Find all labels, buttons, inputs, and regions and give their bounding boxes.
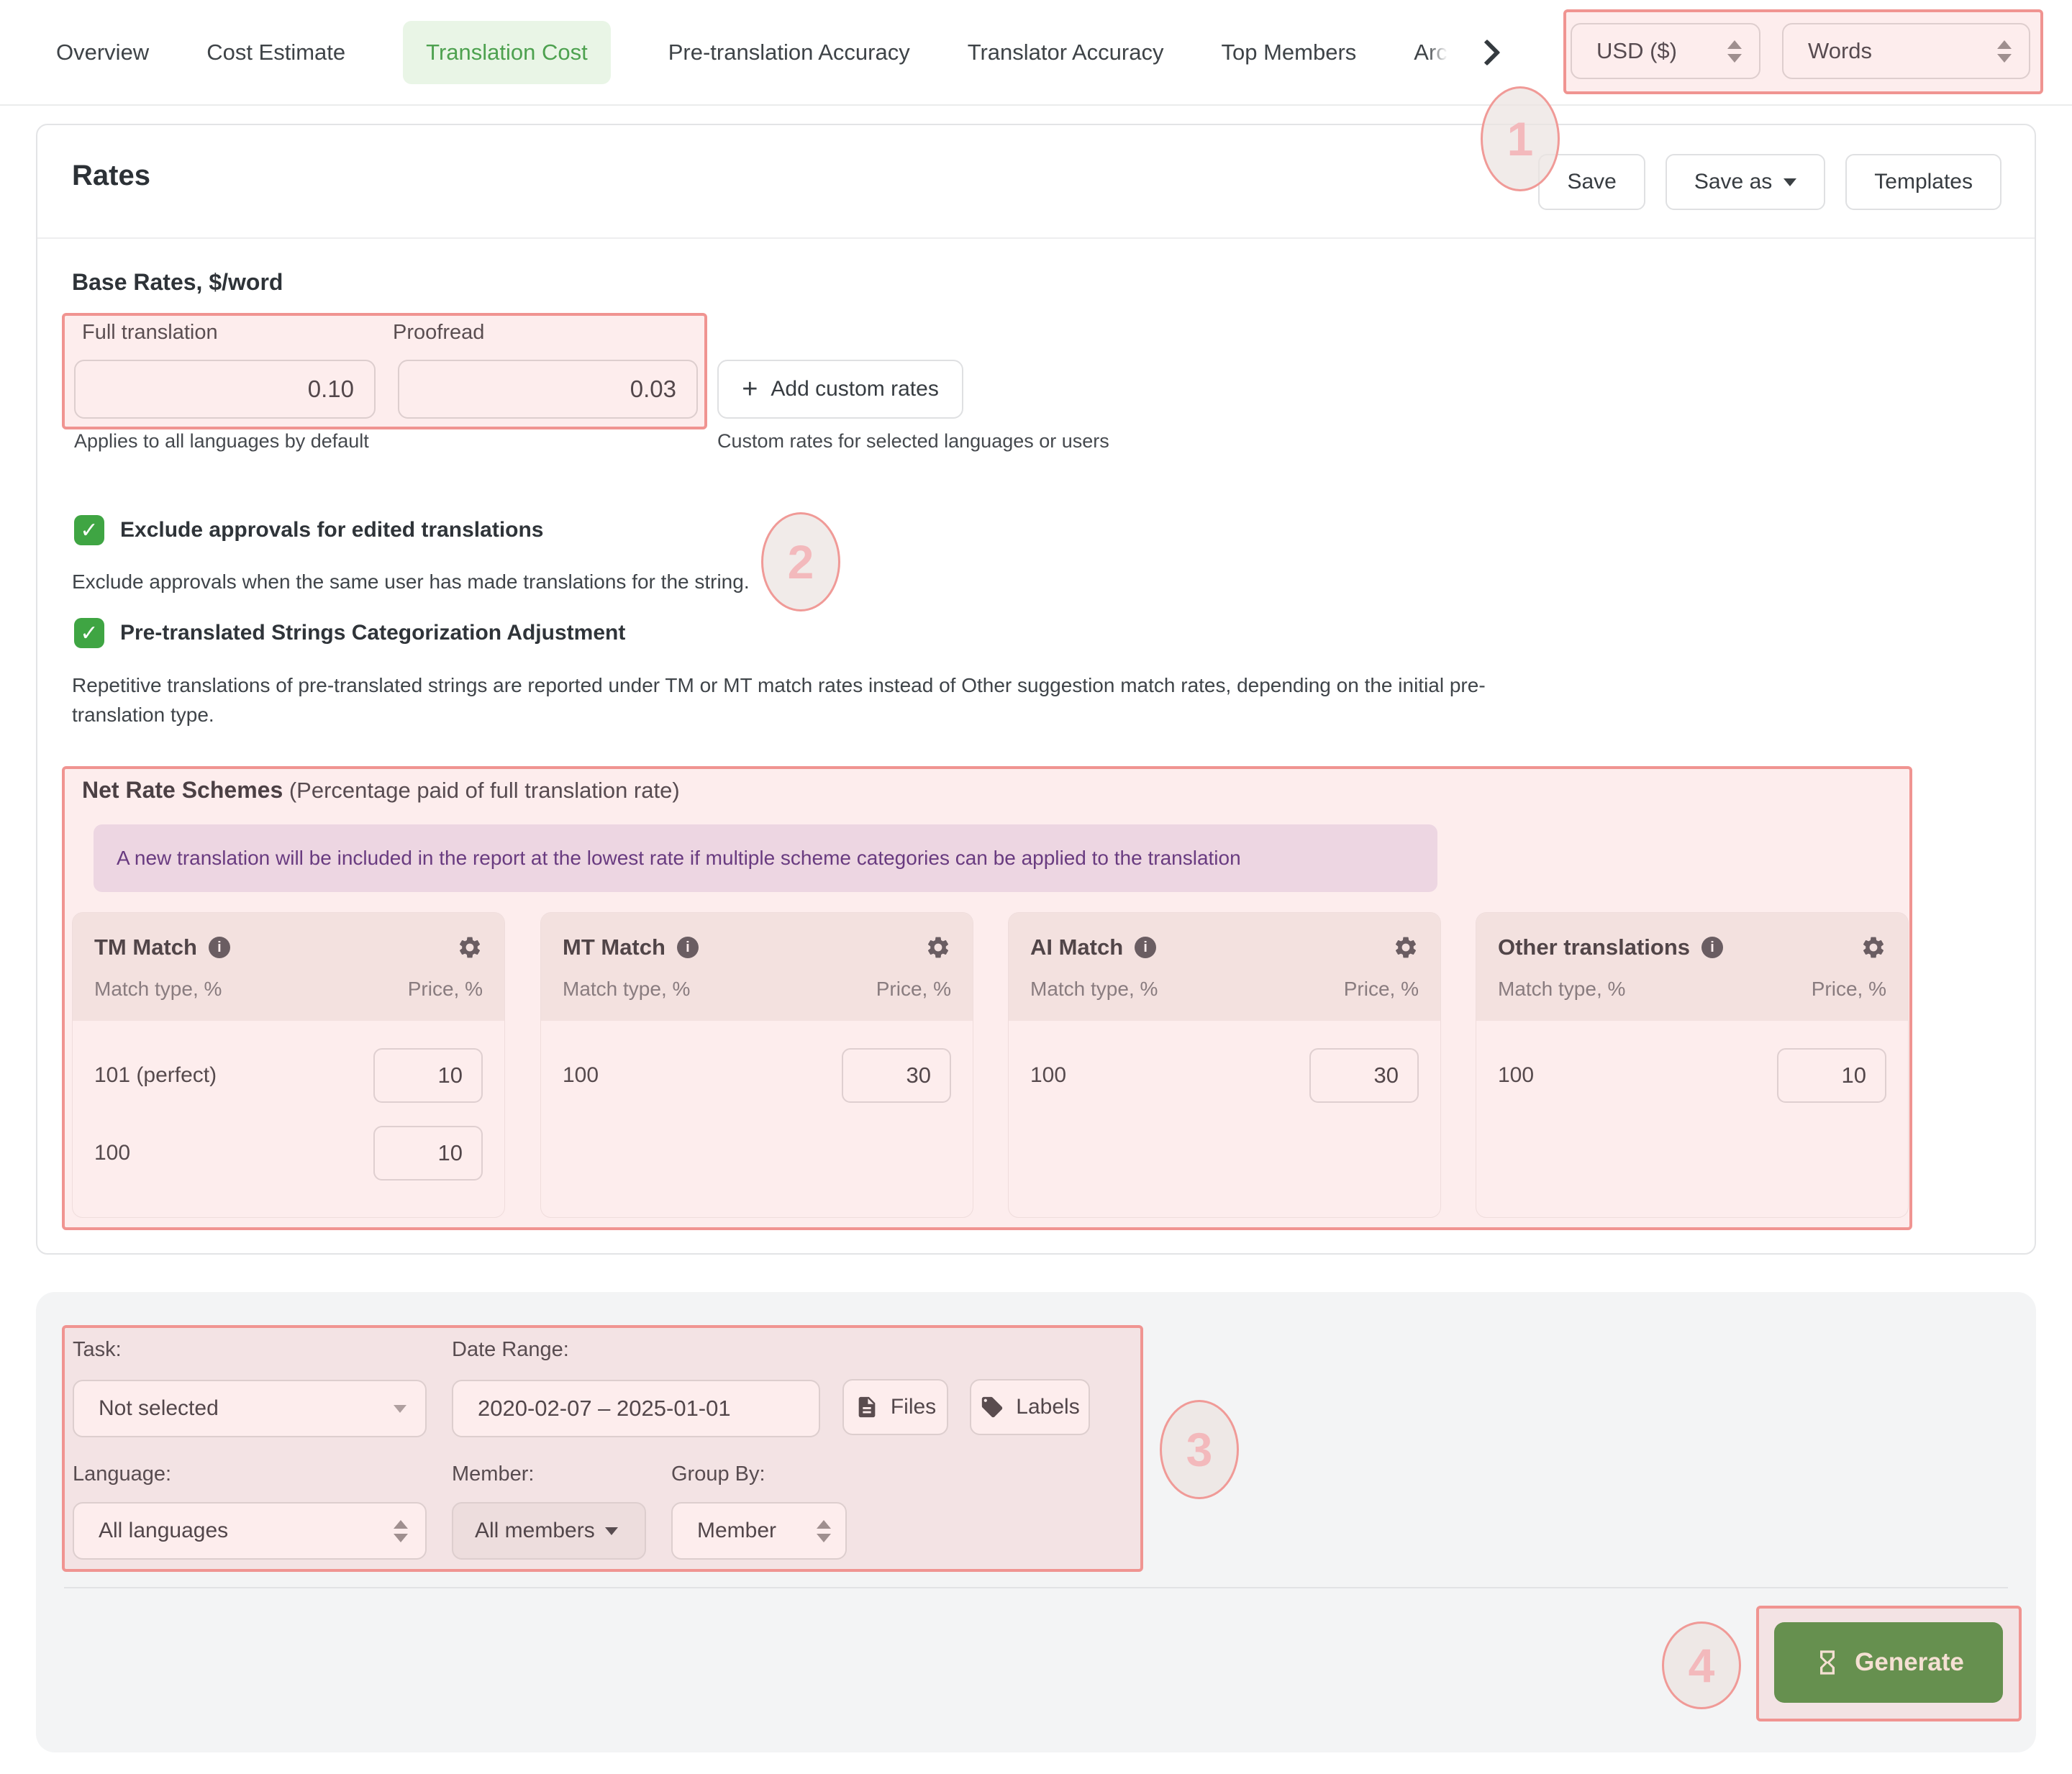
price-input[interactable]: 10 bbox=[1777, 1048, 1886, 1103]
rates-header-buttons: Save Save as Templates bbox=[1538, 154, 2001, 210]
other-translations-card: Other translations i Match type, % Price… bbox=[1476, 913, 1908, 1217]
sort-arrows-icon bbox=[394, 1519, 408, 1542]
other-translations-title: Other translations bbox=[1498, 934, 1690, 960]
tab-top-members[interactable]: Top Members bbox=[1221, 39, 1357, 65]
pretranslated-adjustment-description: Repetitive translations of pre-translate… bbox=[72, 674, 1486, 726]
tm-match-card: TM Match i Match type, % Price, % 101 (p… bbox=[73, 913, 504, 1217]
exclude-approvals-label: Exclude approvals for edited translation… bbox=[120, 518, 544, 542]
mt-match-title: MT Match bbox=[563, 934, 665, 960]
custom-rates-helper: Custom rates for selected languages or u… bbox=[717, 430, 1109, 452]
tab-archive-truncated[interactable]: Arc bbox=[1414, 39, 1448, 65]
match-type-column-header: Match type, % bbox=[94, 978, 222, 1000]
sort-arrows-icon bbox=[1727, 40, 1742, 63]
card-divider bbox=[37, 237, 2035, 239]
tab-translator-accuracy[interactable]: Translator Accuracy bbox=[967, 39, 1164, 65]
proofread-rate-input[interactable]: 0.03 bbox=[398, 360, 698, 419]
panel-divider bbox=[64, 1587, 2008, 1588]
unit-select-value: Words bbox=[1808, 38, 1873, 63]
tab-overview[interactable]: Overview bbox=[56, 39, 150, 65]
report-tab-bar: Overview Cost Estimate Translation Cost … bbox=[0, 0, 2072, 106]
price-column-header: Price, % bbox=[407, 978, 483, 1000]
rates-title: Rates bbox=[72, 160, 150, 191]
files-button[interactable]: Files bbox=[842, 1379, 948, 1435]
add-custom-rates-button[interactable]: + Add custom rates bbox=[717, 360, 963, 419]
task-label: Task: bbox=[73, 1338, 122, 1361]
checkbox-checked-icon[interactable]: ✓ bbox=[74, 515, 104, 545]
language-select[interactable]: All languages bbox=[73, 1502, 427, 1560]
task-select[interactable]: Not selected bbox=[73, 1380, 427, 1437]
proofread-label: Proofread bbox=[393, 321, 485, 344]
info-icon[interactable]: i bbox=[1135, 937, 1157, 958]
language-label: Language: bbox=[73, 1463, 172, 1486]
currency-select-value: USD ($) bbox=[1596, 38, 1677, 63]
price-input[interactable]: 30 bbox=[1309, 1048, 1419, 1103]
price-input[interactable]: 30 bbox=[842, 1048, 951, 1103]
table-row: 100 10 bbox=[73, 1126, 504, 1181]
ai-match-card: AI Match i Match type, % Price, % 100 30 bbox=[1009, 913, 1440, 1217]
templates-button[interactable]: Templates bbox=[1845, 154, 2001, 210]
hourglass-icon bbox=[1820, 1650, 1835, 1675]
exclude-approvals-checkbox-row: ✓ Exclude approvals for edited translati… bbox=[74, 515, 544, 545]
full-translation-rate-input[interactable]: 0.10 bbox=[74, 360, 376, 419]
caret-down-icon bbox=[1784, 178, 1797, 186]
chevron-right-icon bbox=[1473, 39, 1501, 65]
caret-down-icon bbox=[604, 1527, 618, 1535]
lowest-rate-notice: A new translation will be included in th… bbox=[94, 824, 1437, 892]
member-filter-button[interactable]: All members bbox=[452, 1502, 646, 1560]
tab-translation-cost[interactable]: Translation Cost bbox=[403, 20, 611, 84]
group-by-select[interactable]: Member bbox=[671, 1502, 847, 1560]
rates-panel: Rates Save Save as Templates Base Rates,… bbox=[36, 124, 2036, 1255]
save-button[interactable]: Save bbox=[1538, 154, 1645, 210]
tabs-scroll-right-button[interactable] bbox=[1473, 39, 1501, 65]
caret-down-icon bbox=[394, 1404, 406, 1413]
mt-match-card: MT Match i Match type, % Price, % 100 30 bbox=[541, 913, 973, 1217]
plus-icon: + bbox=[742, 374, 758, 404]
table-row: 101 (perfect) 10 bbox=[73, 1048, 504, 1103]
labels-button[interactable]: Labels bbox=[970, 1379, 1090, 1435]
member-label: Member: bbox=[452, 1463, 535, 1486]
tab-pre-translation-accuracy[interactable]: Pre-translation Accuracy bbox=[668, 39, 910, 65]
group-by-label: Group By: bbox=[671, 1463, 765, 1486]
report-tabs: Overview Cost Estimate Translation Cost … bbox=[0, 20, 1448, 84]
gear-icon[interactable] bbox=[1860, 934, 1886, 960]
net-rate-schemes-heading: Net Rate Schemes (Percentage paid of ful… bbox=[82, 777, 680, 803]
unit-select[interactable]: Words bbox=[1782, 23, 2030, 79]
generate-button[interactable]: Generate bbox=[1774, 1622, 2003, 1703]
gear-icon[interactable] bbox=[457, 934, 483, 960]
sort-arrows-icon bbox=[817, 1519, 831, 1542]
price-input[interactable]: 10 bbox=[373, 1126, 483, 1181]
table-row: 100 30 bbox=[541, 1048, 973, 1103]
gear-icon[interactable] bbox=[1393, 934, 1419, 960]
tab-cost-estimate[interactable]: Cost Estimate bbox=[206, 39, 346, 65]
tm-match-title: TM Match bbox=[94, 934, 197, 960]
info-icon[interactable]: i bbox=[208, 937, 230, 958]
date-range-input[interactable]: 2020-02-07 – 2025-01-01 bbox=[452, 1380, 820, 1437]
info-icon[interactable]: i bbox=[676, 937, 699, 958]
base-rates-heading: Base Rates, $/word bbox=[72, 269, 283, 295]
table-row: 100 30 bbox=[1009, 1048, 1440, 1103]
info-icon[interactable]: i bbox=[1701, 937, 1723, 958]
base-rates-helper: Applies to all languages by default bbox=[74, 430, 369, 452]
table-row: 100 10 bbox=[1476, 1048, 1908, 1103]
file-icon bbox=[858, 1396, 876, 1418]
full-translation-label: Full translation bbox=[82, 321, 218, 344]
gear-icon[interactable] bbox=[925, 934, 951, 960]
price-input[interactable]: 10 bbox=[373, 1048, 483, 1103]
tag-icon bbox=[982, 1396, 1003, 1418]
exclude-approvals-description: Exclude approvals when the same user has… bbox=[72, 570, 750, 593]
report-filters-panel: Task: Date Range: Not selected 2020-02-0… bbox=[36, 1292, 2036, 1752]
save-as-button[interactable]: Save as bbox=[1665, 154, 1826, 210]
ai-match-title: AI Match bbox=[1030, 934, 1124, 960]
checkbox-checked-icon[interactable]: ✓ bbox=[74, 618, 104, 648]
date-range-label: Date Range: bbox=[452, 1338, 569, 1361]
pretranslated-adjustment-label: Pre-translated Strings Categorization Ad… bbox=[120, 621, 626, 645]
pretranslated-adjustment-checkbox-row: ✓ Pre-translated Strings Categorization … bbox=[74, 618, 625, 648]
currency-select[interactable]: USD ($) bbox=[1571, 23, 1760, 79]
sort-arrows-icon bbox=[1997, 40, 2012, 63]
